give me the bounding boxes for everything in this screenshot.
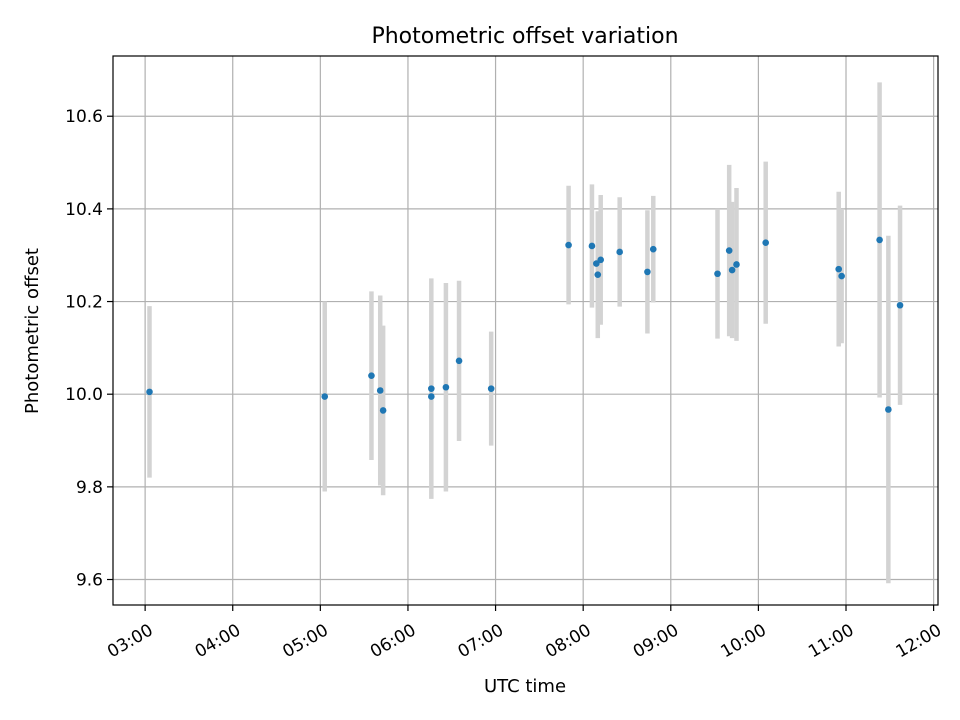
data-point bbox=[487, 385, 495, 392]
data-point bbox=[733, 261, 740, 268]
data-point bbox=[442, 383, 450, 391]
errorbars bbox=[147, 82, 903, 584]
x-tick-label: 12:00 bbox=[893, 620, 945, 662]
y-tick-label: 9.8 bbox=[76, 478, 103, 498]
x-tick-label: 03:00 bbox=[104, 620, 156, 662]
x-tick-label: 06:00 bbox=[367, 620, 419, 662]
data-point bbox=[728, 266, 736, 274]
y-axis-label: Photometric offset bbox=[22, 248, 43, 414]
data-point bbox=[594, 271, 602, 278]
x-axis-label: UTC time bbox=[484, 676, 566, 697]
y-axis: 9.6 9.8 10.0 10.2 10.4 10.6 bbox=[65, 107, 113, 591]
y-tick-label: 9.6 bbox=[76, 571, 103, 591]
data-point bbox=[835, 265, 843, 273]
data-point bbox=[616, 248, 623, 256]
data-points bbox=[146, 236, 904, 414]
data-point bbox=[428, 385, 435, 392]
x-tick-label: 10:00 bbox=[717, 620, 769, 662]
data-point bbox=[885, 406, 892, 413]
data-point bbox=[146, 388, 153, 396]
data-point bbox=[649, 245, 657, 253]
data-point bbox=[644, 268, 651, 276]
x-tick-label: 09:00 bbox=[630, 620, 682, 662]
x-tick-label: 08:00 bbox=[542, 620, 594, 662]
data-point bbox=[725, 247, 733, 254]
data-point bbox=[455, 357, 463, 365]
x-tick-label: 05:00 bbox=[279, 620, 331, 662]
grid bbox=[113, 56, 938, 605]
y-tick-label: 10.2 bbox=[65, 293, 103, 313]
data-point bbox=[321, 393, 329, 400]
data-point bbox=[838, 272, 845, 280]
x-tick-label: 04:00 bbox=[192, 620, 244, 662]
data-point bbox=[896, 301, 904, 309]
y-tick-label: 10.4 bbox=[65, 200, 103, 220]
data-point bbox=[876, 236, 883, 244]
data-point bbox=[588, 242, 596, 250]
data-point bbox=[597, 256, 604, 264]
data-point bbox=[762, 239, 769, 247]
data-point bbox=[714, 270, 721, 278]
data-point bbox=[376, 387, 384, 394]
data-point bbox=[379, 407, 387, 414]
data-point bbox=[565, 241, 572, 249]
x-tick-label: 07:00 bbox=[455, 620, 507, 662]
y-tick-label: 10.0 bbox=[65, 385, 103, 405]
data-point bbox=[428, 393, 435, 400]
data-point bbox=[593, 260, 600, 267]
chart-title: Photometric offset variation bbox=[371, 24, 678, 49]
x-axis: 03:00 04:00 05:00 06:00 07:00 08:00 09:00 10:00… bbox=[104, 605, 945, 662]
plot-frame bbox=[112, 55, 939, 606]
x-tick-label: 11:00 bbox=[805, 620, 857, 662]
data-point bbox=[368, 372, 375, 379]
y-tick-label: 10.6 bbox=[65, 107, 103, 127]
